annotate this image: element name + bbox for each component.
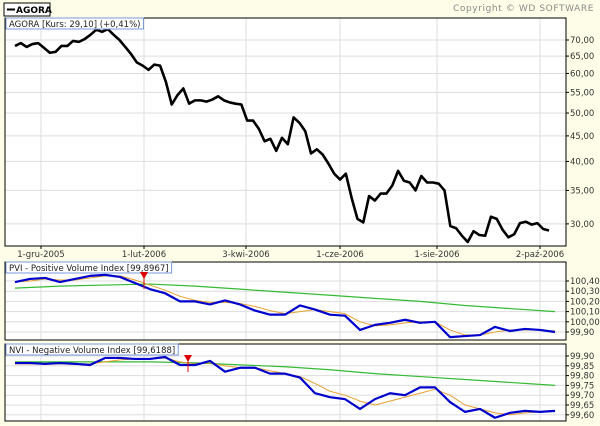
y-tick-label: 99,70 [570,391,594,401]
panel-title-box [5,17,144,30]
y-tick-label: 100,10 [570,308,600,318]
plot-border [4,343,567,422]
panel-title-box [5,261,173,274]
legend-box [3,2,51,17]
y-tick-label: 99,75 [570,381,594,391]
y-tick-label: 99,80 [570,372,594,382]
panel-title: NVI - Negative Volume Index [99,6188] [9,346,175,356]
nvi-signal-marker-icon [184,355,192,362]
y-tick-label: 100,20 [570,297,600,307]
nvi-line [15,355,556,419]
x-tick-label: 1-cze-2006 [316,250,364,260]
x-tick-label: 2-paź-2006 [516,250,564,260]
y-tick-label: 60,00 [570,69,594,79]
y-tick-label: 99,90 [570,352,594,362]
price-line [14,27,550,244]
plot-area [5,18,566,246]
y-tick-label: 100,00 [570,318,600,328]
legend[interactable]: AGORA [3,2,52,17]
plot-border [4,261,567,341]
y-tick-label: 30,00 [570,220,594,230]
y-tick-label: 40,00 [570,157,594,167]
pvi-signal-marker-icon [140,272,148,279]
panel-title: AGORA [Kurs: 29,10] (+0,41%) [9,20,140,30]
plot-area [5,344,566,421]
price-panel: 70,00 65,00 60,00 55,00 50,00 45,00 40,00 35,00… [4,17,594,260]
y-tick-label: 100,40 [570,277,600,287]
copyright: Copyright © WD SOFTWARE [453,4,594,14]
panel-title: PVI - Positive Volume Index [99,8967] [9,264,169,274]
y-tick-label: 50,00 [570,109,594,119]
y-tick-label: 65,00 [570,52,594,62]
y-tick-label: 70,00 [570,36,594,46]
y-tick-label: 99,65 [570,401,594,411]
x-tick-label: 3-kwi-2006 [222,250,269,260]
y-tick-label: 99,85 [570,362,594,372]
x-tick-label: 1-gru-2005 [17,250,64,260]
x-tick-label: 1-lut-2006 [122,250,166,260]
x-tick-label: 1-sie-2006 [414,250,459,260]
y-tick-label: 45,00 [570,132,594,142]
y-tick-label: 35,00 [570,186,594,196]
plot-border [4,17,567,247]
pvi-long-average [14,283,556,313]
y-tick-label: 99,60 [570,411,594,421]
legend-label: AGORA [16,6,52,16]
pvi-line [14,273,556,339]
y-tick-label: 55,00 [570,88,594,98]
y-tick-label: 100,30 [570,287,600,297]
y-tick-label: 99,90 [570,328,594,338]
panel-title-box [5,343,179,356]
